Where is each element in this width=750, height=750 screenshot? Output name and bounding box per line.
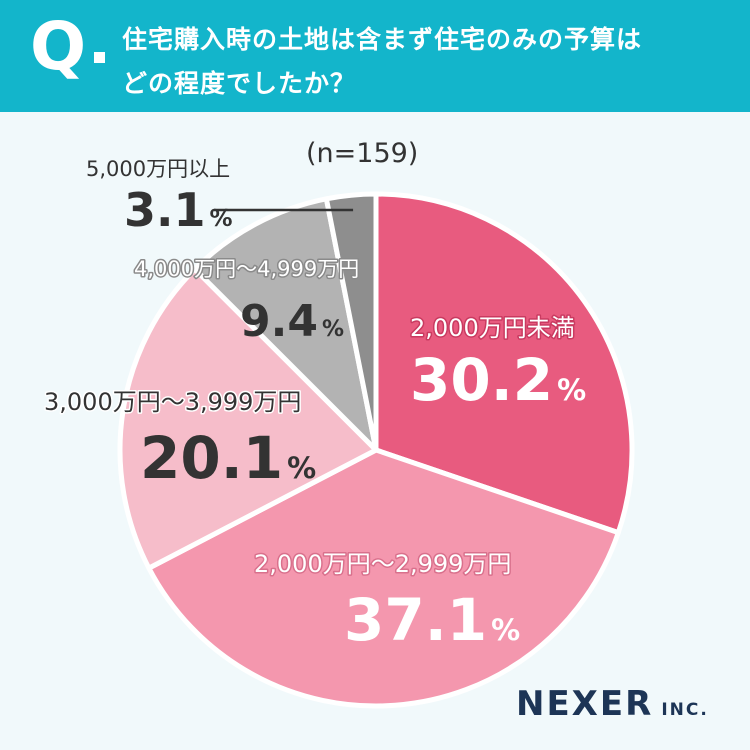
slice-label-3: 3,000万円〜3,999万円 <box>44 388 301 416</box>
slice-value-3: 20.1% <box>140 424 316 492</box>
q-mark: Q <box>30 8 87 85</box>
question-line-2: どの程度でしたか？ <box>122 69 357 98</box>
slice-label-1-halo: 2,000万円未満 <box>410 314 575 342</box>
slice-label-4: 4,000万円〜4,999万円 <box>134 257 359 281</box>
pie-slice-2 <box>146 447 621 709</box>
logo-suffix: INC. <box>661 700 709 720</box>
question-line-1: 住宅購入時の土地は含まず住宅のみの予算は <box>122 25 643 54</box>
slice-label-1: 2,000万円未満 <box>410 314 575 342</box>
pie-slice-5 <box>323 191 379 453</box>
slice-label-2: 2,000万円〜2,999万円 <box>254 550 511 578</box>
slice-label-3-halo: 3,000万円〜3,999万円 <box>44 388 301 416</box>
slice-value-1: 30.2% <box>410 346 586 414</box>
q-dot <box>94 52 105 63</box>
pie-slice-4 <box>192 196 379 453</box>
slice-label-2-halo: 2,000万円〜2,999万円 <box>254 550 511 578</box>
slice-label-5: 5,000万円以上 <box>86 157 230 181</box>
slice-label-4-halo: 4,000万円〜4,999万円 <box>134 257 359 281</box>
logo-name: NEXER <box>516 684 654 724</box>
slice-value-4: 9.4% <box>240 296 344 347</box>
sample-size-label: (n=159) <box>306 138 419 169</box>
pie-slice-1 <box>373 191 635 536</box>
slice-value-2: 37.1% <box>344 586 520 654</box>
slice-value-5: 3.1% <box>124 183 233 237</box>
header-banner: Q 住宅購入時の土地は含まず住宅のみの予算は どの程度でしたか？ <box>0 0 750 112</box>
nexer-logo: NEXER INC. <box>516 684 709 724</box>
pie-slice-3 <box>117 266 379 571</box>
